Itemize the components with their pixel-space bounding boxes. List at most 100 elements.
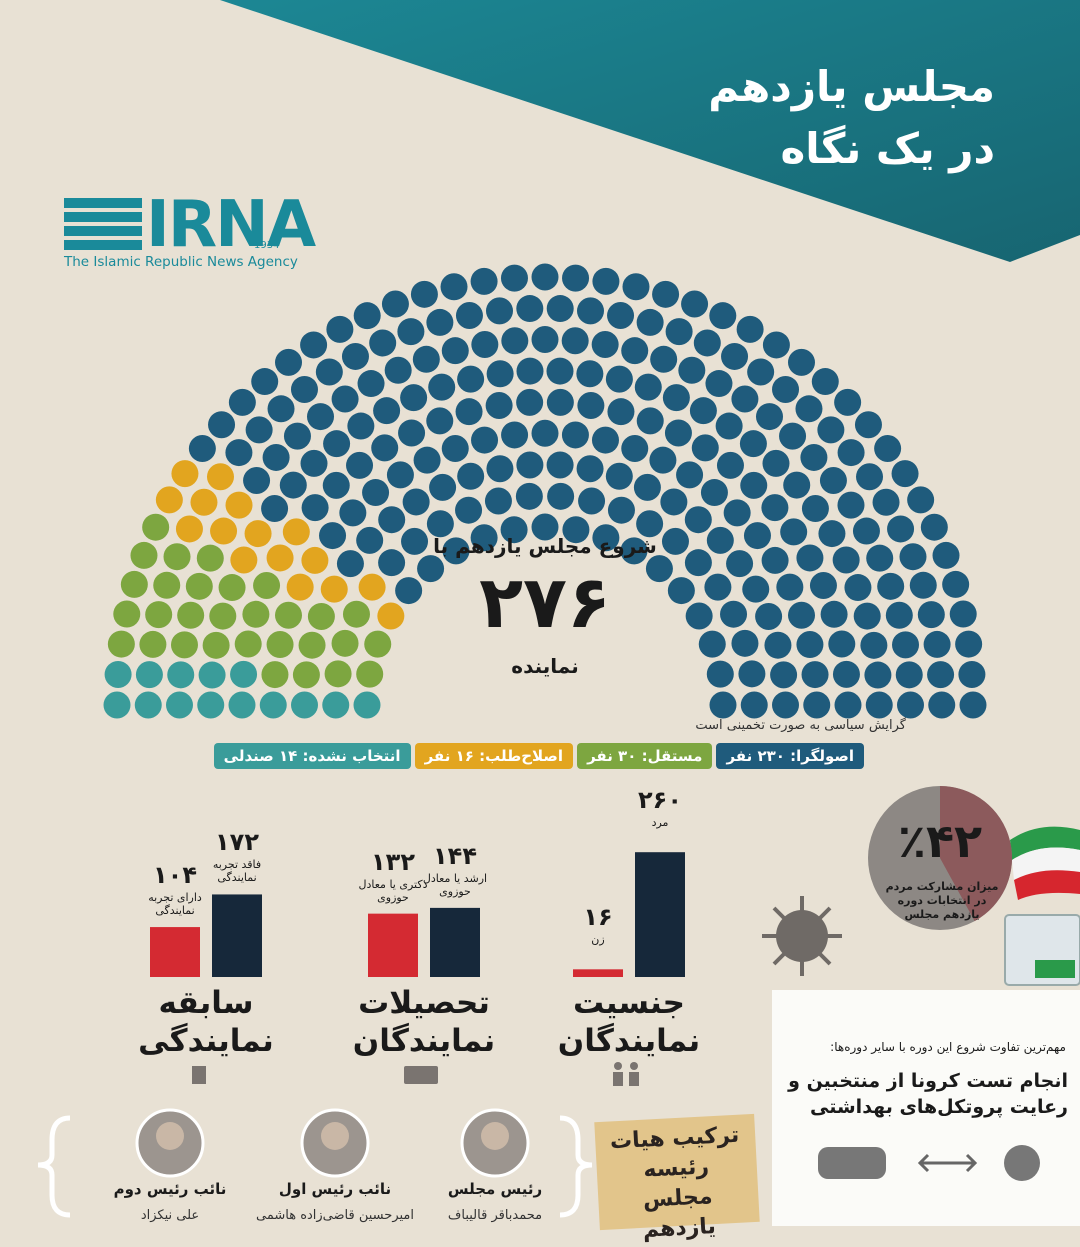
seat (780, 518, 808, 546)
seat (234, 630, 262, 658)
seat (716, 451, 744, 479)
seat (145, 601, 173, 629)
seat (228, 388, 256, 416)
seat (485, 297, 513, 325)
seat (787, 348, 815, 376)
bar-category: ارشد یا معادل حوزوی (422, 871, 488, 898)
seat (684, 549, 712, 577)
note: گرایش سیاسی به صورت تخمینی است (695, 718, 906, 733)
seat (417, 555, 445, 583)
value-label: ۱۷۲ (215, 828, 259, 857)
seat (353, 691, 381, 719)
seat (198, 661, 226, 689)
seat (190, 488, 218, 516)
member-role: رئیس مجلس (447, 1180, 543, 1198)
seat (134, 691, 162, 719)
seat (153, 571, 181, 599)
seat (834, 388, 862, 416)
seat (139, 630, 167, 658)
seat (322, 691, 350, 719)
seat (743, 522, 771, 550)
seat (837, 491, 865, 519)
seat (339, 499, 367, 527)
seat (676, 461, 704, 489)
seat (426, 407, 454, 435)
seat (605, 365, 633, 393)
sticky-note (594, 1113, 760, 1231)
seat (917, 601, 945, 629)
seat (267, 395, 295, 423)
seat (920, 513, 948, 541)
seat (866, 544, 894, 572)
seat (266, 631, 294, 659)
seat (282, 518, 310, 546)
seat (397, 318, 425, 346)
seat (531, 513, 559, 541)
seat (705, 370, 733, 398)
bar-category: مرد (651, 816, 669, 830)
seat (531, 263, 559, 291)
seat (779, 422, 807, 450)
seat (230, 546, 258, 574)
seat (261, 495, 289, 523)
seat (562, 264, 590, 292)
seat (636, 510, 664, 538)
seat (130, 541, 158, 569)
seat (501, 421, 529, 449)
seat (104, 660, 132, 688)
seat (872, 488, 900, 516)
seat (457, 365, 485, 393)
seat (515, 482, 543, 510)
seat (402, 488, 430, 516)
seat (809, 572, 837, 600)
seat (546, 388, 574, 416)
seat (818, 520, 846, 548)
seat (764, 631, 792, 659)
seat (684, 506, 712, 534)
bar (573, 969, 623, 977)
seat (323, 430, 351, 458)
seat (274, 601, 302, 629)
seat (455, 302, 483, 330)
seat (576, 455, 604, 483)
seat (331, 385, 359, 413)
seat (607, 496, 635, 524)
seat (706, 660, 734, 688)
seat (577, 297, 605, 325)
seat (307, 403, 335, 431)
seat (650, 345, 678, 373)
seat (208, 411, 236, 439)
seat (398, 419, 426, 447)
seat (723, 499, 751, 527)
seat (142, 513, 170, 541)
seat (245, 416, 273, 444)
seat (113, 600, 141, 628)
seat (401, 527, 429, 555)
seat (715, 412, 743, 440)
seat (721, 342, 749, 370)
value-label: ۱۶ (583, 903, 613, 932)
seat (788, 601, 816, 629)
seat (228, 691, 256, 719)
seat (899, 543, 927, 571)
seat (353, 302, 381, 330)
seat (783, 471, 811, 499)
seat (958, 660, 986, 688)
seat (261, 661, 289, 689)
legend-entry: اصولگرا: ۲۳۰ نفر (716, 743, 864, 769)
seat (693, 329, 721, 357)
seat (381, 290, 409, 318)
seat (171, 460, 199, 488)
seat (578, 487, 606, 515)
seat (770, 661, 798, 689)
seat (251, 368, 279, 396)
seat (442, 537, 470, 565)
seat (471, 426, 499, 454)
bar (368, 913, 418, 977)
bar-group-title: جنسیت نمایندگان (557, 985, 701, 1059)
seat (484, 487, 512, 515)
seat (620, 537, 648, 565)
seat (795, 395, 823, 423)
seat (457, 462, 485, 490)
